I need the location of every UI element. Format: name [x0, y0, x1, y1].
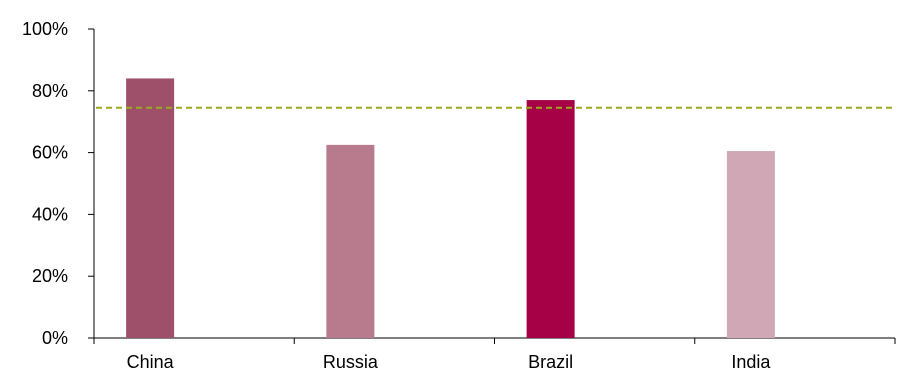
x-axis: China Russia Brazil India [93, 337, 896, 372]
y-tick-label: 100% [22, 19, 68, 39]
y-tick-label: 60% [32, 143, 68, 163]
bars [126, 78, 775, 338]
x-tick-label: Brazil [528, 352, 573, 372]
y-axis: 0% 20% 40% 60% 80% 100% [22, 19, 95, 348]
y-tick-label: 20% [32, 266, 68, 286]
y-tick-label: 0% [42, 328, 68, 348]
bar-china [126, 78, 175, 338]
y-tick-label: 40% [32, 204, 68, 224]
bar-india [726, 151, 775, 338]
x-tick-label: Russia [323, 352, 379, 372]
x-tick-label: China [127, 352, 175, 372]
y-tick-label: 80% [32, 81, 68, 101]
bar-russia [326, 144, 375, 338]
x-tick-label: India [731, 352, 771, 372]
bar-brazil [526, 100, 575, 338]
